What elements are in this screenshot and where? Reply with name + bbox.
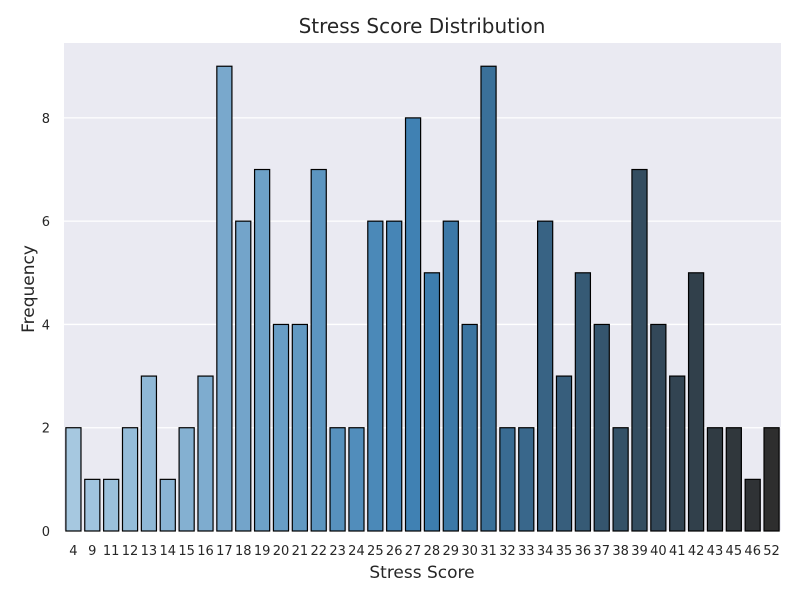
x-tick-label: 24 [348,544,365,559]
bar-24 [348,427,365,532]
bars [65,65,780,532]
y-tick-label: 0 [42,525,50,540]
x-tick-label: 21 [292,544,309,559]
x-tick-label: 45 [726,544,743,559]
x-tick-label: 11 [103,544,120,559]
x-tick-label: 29 [443,544,460,559]
bar-42 [687,272,705,532]
bar-18 [235,220,252,532]
x-tick-label: 16 [197,544,214,559]
x-axis-label: Stress Score [369,563,474,583]
bar-21 [291,323,309,532]
y-tick-label: 6 [42,215,50,230]
x-tick-label: 33 [518,544,535,559]
x-tick-label: 19 [254,544,271,559]
x-tick-label: 46 [744,544,761,559]
x-tick-label: 32 [499,544,516,559]
x-tick-label: 41 [669,544,686,559]
y-axis-label: Frequency [19,245,39,333]
x-tick-label: 15 [178,544,195,559]
x-tick-label: 39 [631,544,648,559]
bar-34 [536,220,554,532]
x-tick-label: 42 [688,544,705,559]
x-tick-label: 18 [235,544,252,559]
x-tick-label: 28 [424,544,441,559]
bar-15 [178,427,195,532]
x-tick-label: 35 [556,544,573,559]
bar-27 [404,117,422,532]
x-tick-label: 38 [612,544,629,559]
bar-23 [329,427,346,532]
bar-29 [442,220,459,532]
bar-52 [763,427,780,532]
bar-35 [555,375,573,532]
bar-39 [631,168,648,532]
bar-13 [140,375,158,532]
y-tick-label: 4 [42,318,50,333]
bar-37 [593,323,610,532]
x-tick-label: 43 [707,544,724,559]
x-tick-label: 40 [650,544,667,559]
bar-46 [744,478,761,532]
bar-43 [706,427,724,532]
x-tick-label: 9 [88,544,96,559]
bar-19 [253,168,271,532]
bar-14 [159,478,176,532]
x-tick-labels: 4 9 11 12 13 14 15 16 17 18 19 20 21 22 23 24 25 26 27 28 29… [69,544,780,559]
bar-28 [423,272,441,532]
bar-22 [310,168,327,532]
x-tick-label: 31 [480,544,497,559]
x-tick-label: 36 [575,544,592,559]
bar-11 [103,478,120,532]
x-tick-label: 23 [329,544,346,559]
x-tick-label: 14 [160,544,177,559]
x-tick-label: 26 [386,544,403,559]
x-tick-label: 34 [537,544,554,559]
x-tick-label: 30 [461,544,478,559]
x-tick-label: 52 [763,544,780,559]
x-tick-label: 17 [216,544,233,559]
bar-16 [197,375,214,532]
bar-30 [461,323,478,532]
bar-32 [499,427,516,532]
bar-33 [518,427,535,532]
y-tick-label: 8 [42,112,50,127]
x-tick-label: 12 [122,544,139,559]
x-tick-label: 13 [141,544,158,559]
bar-45 [725,427,742,532]
bar-41 [669,375,686,532]
x-tick-label: 22 [310,544,327,559]
bar-31 [480,65,497,532]
x-tick-label: 37 [593,544,610,559]
bar-17 [216,65,233,532]
bar-38 [612,427,629,532]
x-tick-label: 4 [69,544,77,559]
bar-12 [121,427,139,532]
y-tick-labels: 0 2 4 6 8 [42,112,50,540]
bar-4 [65,427,82,532]
chart-title: Stress Score Distribution [299,14,546,38]
y-tick-label: 2 [42,422,50,437]
x-tick-label: 20 [273,544,290,559]
bar-9 [84,478,101,532]
bar-26 [386,220,403,532]
bar-20 [272,323,290,532]
bar-25 [367,220,384,532]
bar-36 [574,272,592,532]
x-tick-label: 25 [367,544,384,559]
bar-40 [650,323,667,532]
x-tick-label: 27 [405,544,422,559]
